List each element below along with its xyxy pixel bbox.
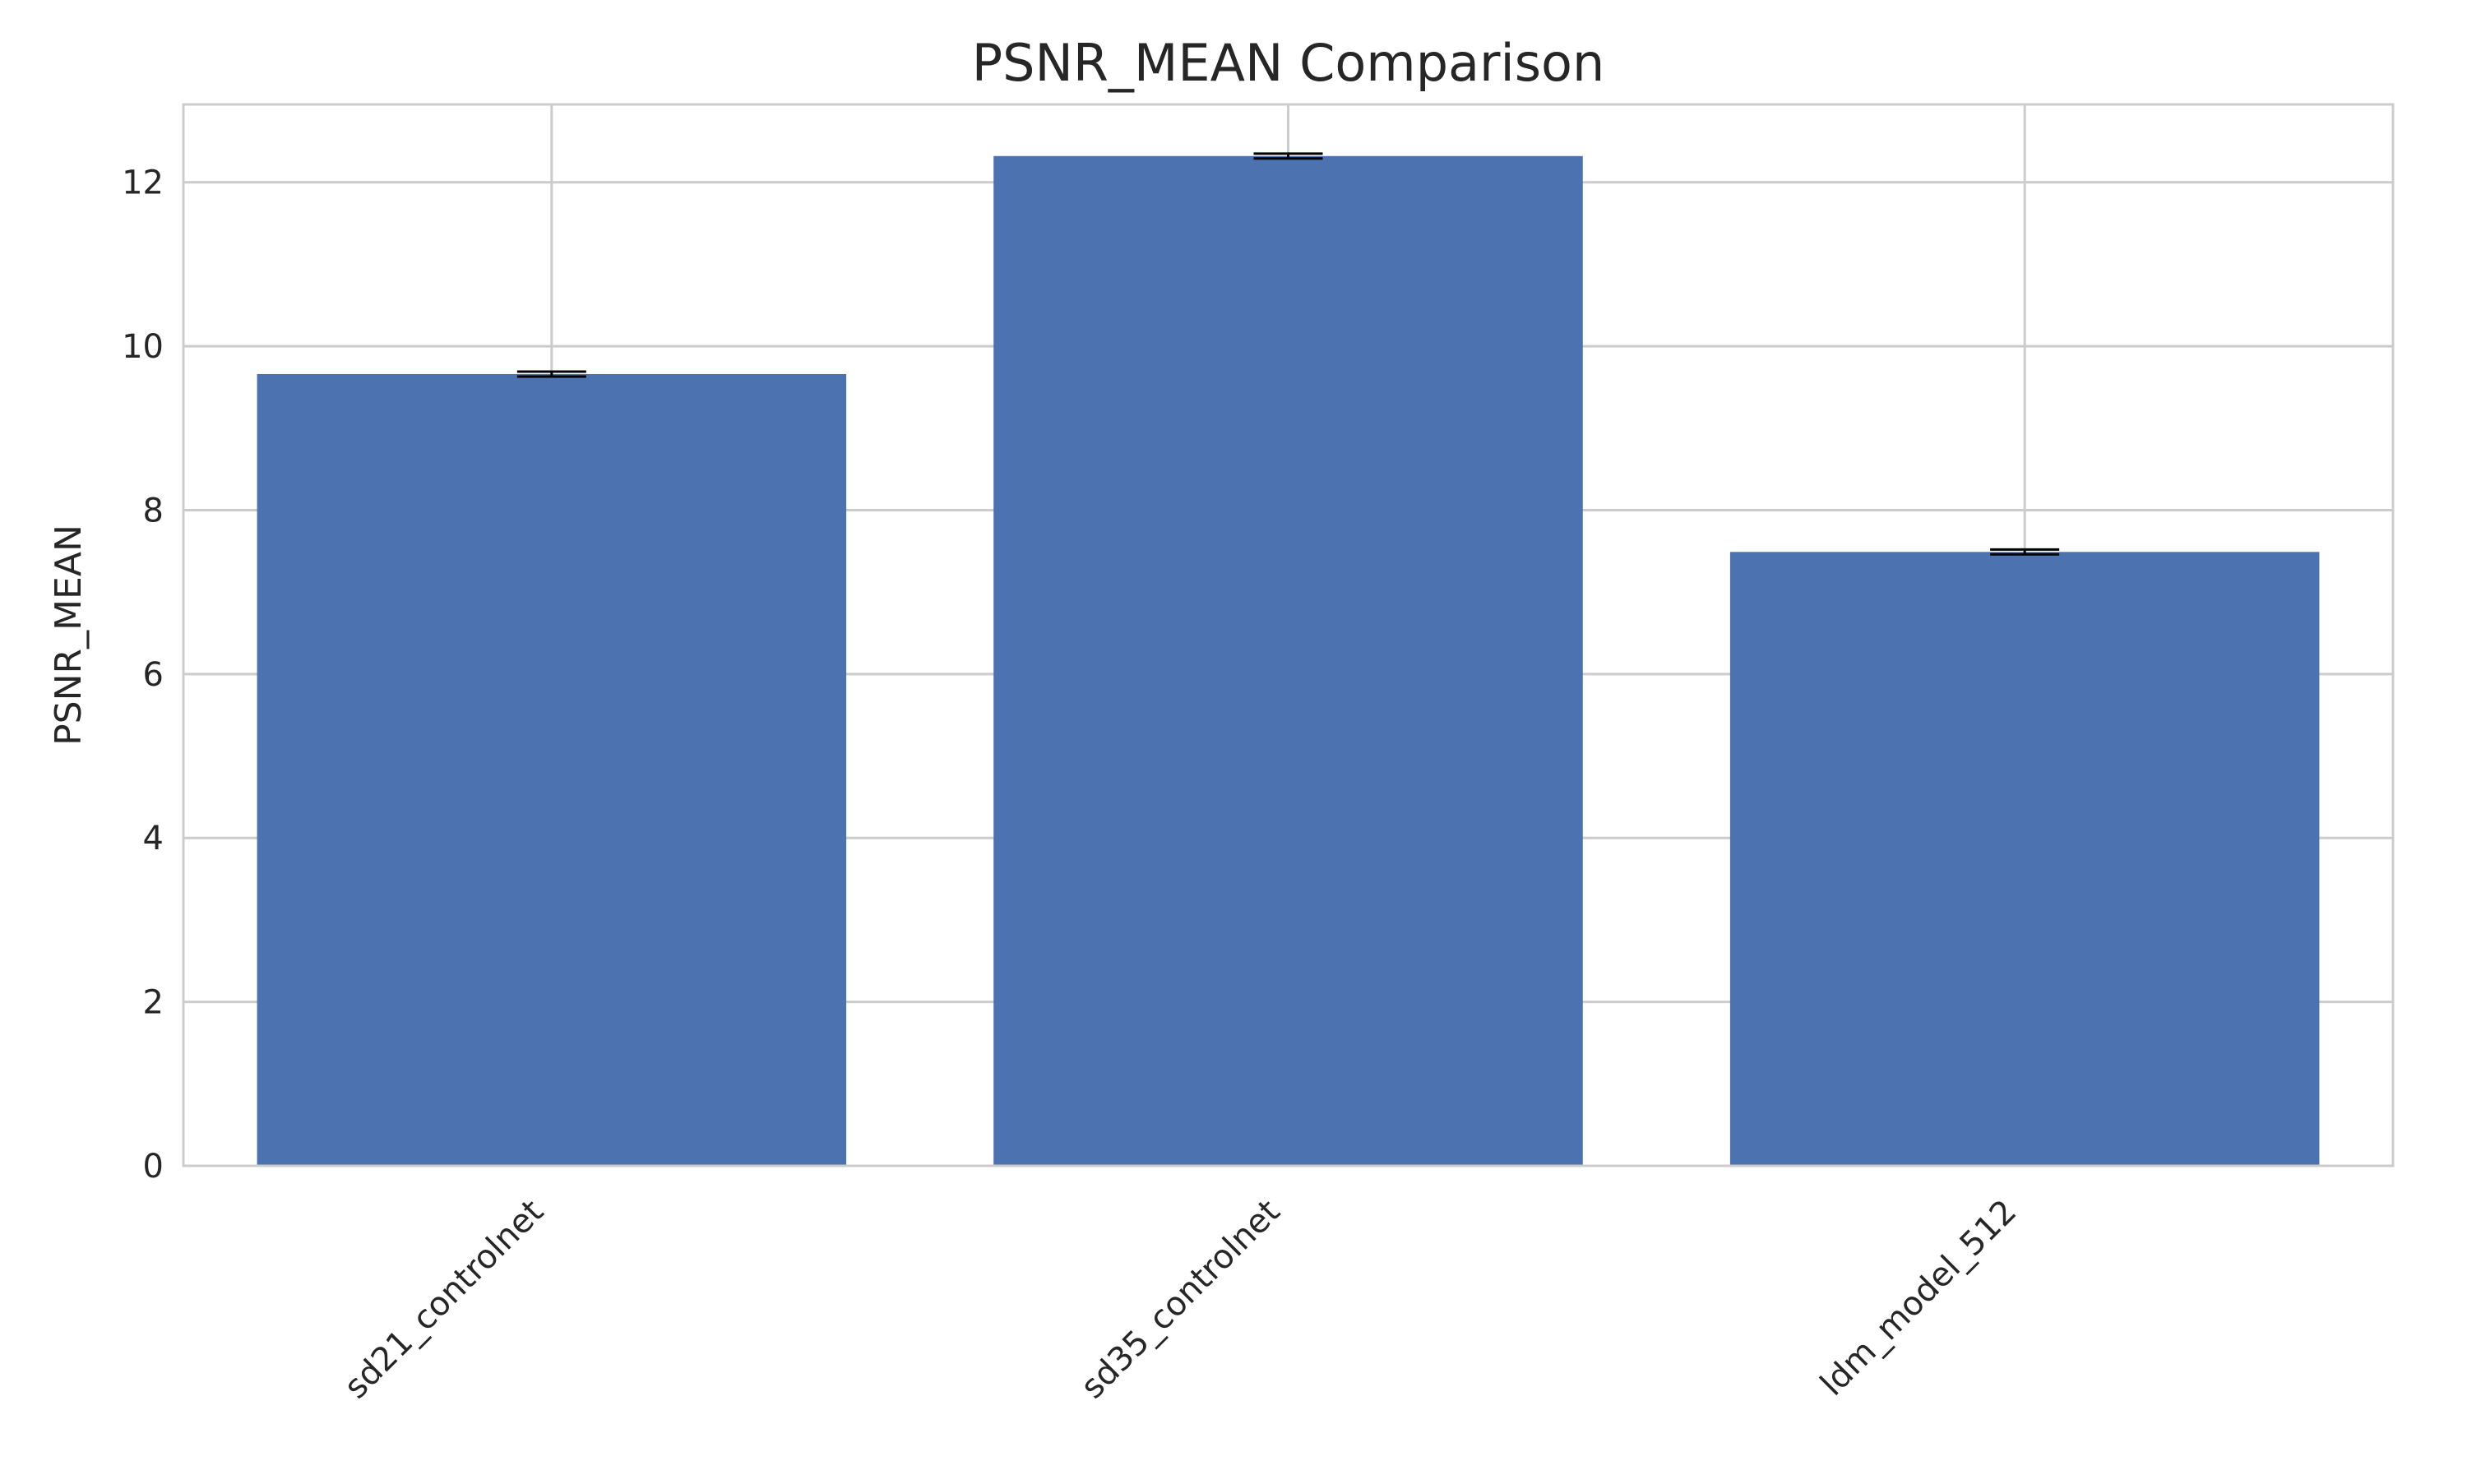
bar-ldm_model_512 [1729, 552, 2320, 1166]
y-tick-label: 8 [143, 492, 164, 529]
y-tick-label: 4 [143, 820, 164, 858]
error-bars [516, 152, 2060, 556]
y-tick-label: 12 [122, 164, 164, 202]
y-tick-labels: 0 2 4 6 8 10 12 [122, 164, 164, 1186]
y-tick-label: 0 [143, 1148, 164, 1186]
y-tick-label: 10 [122, 328, 164, 366]
plot-frame [182, 103, 2395, 1167]
bar-sd35_controlnet [993, 155, 1583, 1166]
bars [257, 155, 2320, 1167]
bar-sd21_controlnet [257, 373, 847, 1167]
y-axis-label: PSNR_MEAN [48, 525, 90, 746]
y-tick-label: 6 [143, 656, 164, 694]
y-tick-label: 2 [143, 984, 164, 1022]
chart-title: PSNR_MEAN Comparison [972, 33, 1605, 93]
